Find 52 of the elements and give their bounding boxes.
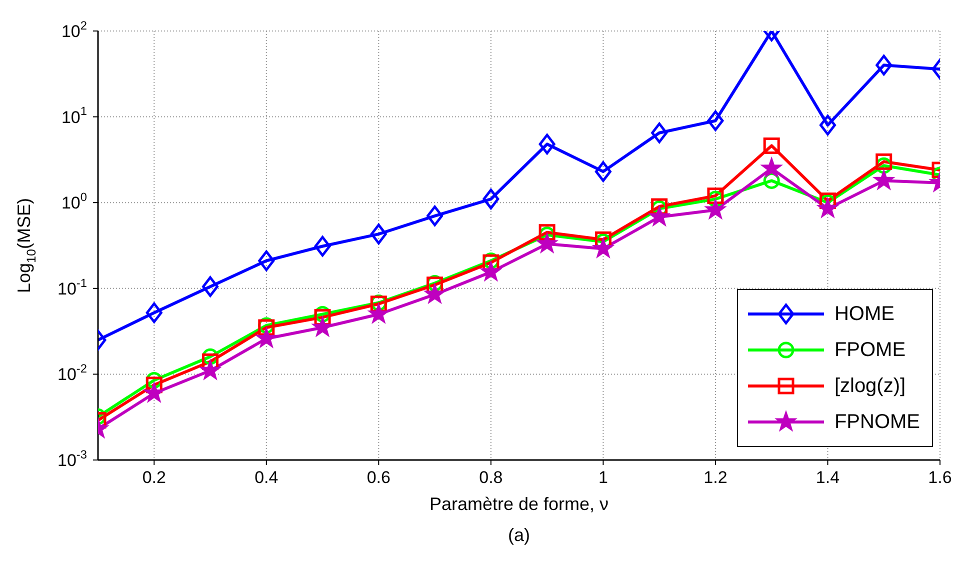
point	[368, 303, 390, 324]
y-tick-label: 10$^{-1}$	[58, 276, 88, 298]
point	[648, 206, 670, 226]
point	[538, 134, 556, 154]
point	[876, 153, 892, 170]
x-tick-label: 0.8	[479, 468, 503, 487]
point	[704, 198, 726, 219]
point	[314, 309, 331, 326]
x-axis-title: Paramètre de forme, ν	[429, 494, 609, 514]
point	[763, 137, 780, 154]
x-tick-label: 0.6	[366, 468, 390, 487]
point	[424, 283, 446, 304]
x-tick-label: 1	[598, 468, 608, 487]
legend-label: FPNOME	[834, 410, 920, 434]
x-tick-label: 1.4	[816, 468, 840, 487]
x-tick-label: 1.2	[704, 468, 728, 487]
point	[482, 188, 500, 210]
x-tick-label: 0.2	[142, 468, 166, 487]
point	[144, 382, 165, 402]
point	[819, 114, 836, 136]
point	[426, 206, 444, 226]
point	[146, 302, 162, 324]
x-tick-label: 0.4	[254, 468, 278, 487]
legend-label: HOME	[834, 302, 894, 326]
point	[258, 250, 275, 272]
legend-label: FPOME	[834, 338, 906, 362]
point	[707, 110, 724, 132]
point	[536, 232, 558, 253]
legend-label: [zlog(z)]	[834, 374, 906, 398]
point	[256, 328, 277, 348]
point	[651, 122, 668, 144]
point	[763, 172, 780, 189]
point	[876, 54, 892, 76]
point	[817, 198, 838, 218]
y-tick-label: 10$^{2}$	[61, 18, 88, 41]
point	[314, 236, 331, 257]
x-tick-label: 1.6	[928, 468, 952, 487]
y-tick-label: 10$^{-3}$	[58, 447, 88, 470]
y-tick-label: 10$^{-2}$	[58, 362, 88, 384]
point	[370, 224, 387, 244]
y-tick-label: 10$^{0}$	[61, 190, 88, 213]
point	[480, 261, 502, 282]
point	[707, 188, 724, 204]
point	[592, 238, 614, 258]
point	[761, 157, 782, 178]
text: (a)	[508, 525, 530, 545]
point	[594, 161, 612, 182]
y-tick-label: 10$^{1}$	[61, 104, 88, 127]
point	[202, 276, 219, 297]
point	[873, 170, 894, 190]
point	[200, 360, 221, 380]
point	[312, 316, 334, 337]
